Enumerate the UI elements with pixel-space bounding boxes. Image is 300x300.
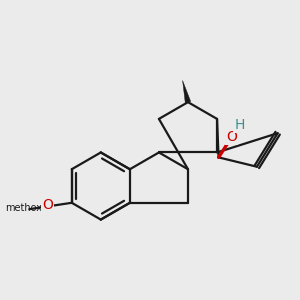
Text: O: O (42, 198, 53, 212)
Polygon shape (183, 80, 191, 103)
Text: methoxy: methoxy (5, 202, 48, 213)
Text: O: O (226, 130, 237, 144)
Text: H: H (234, 118, 244, 132)
